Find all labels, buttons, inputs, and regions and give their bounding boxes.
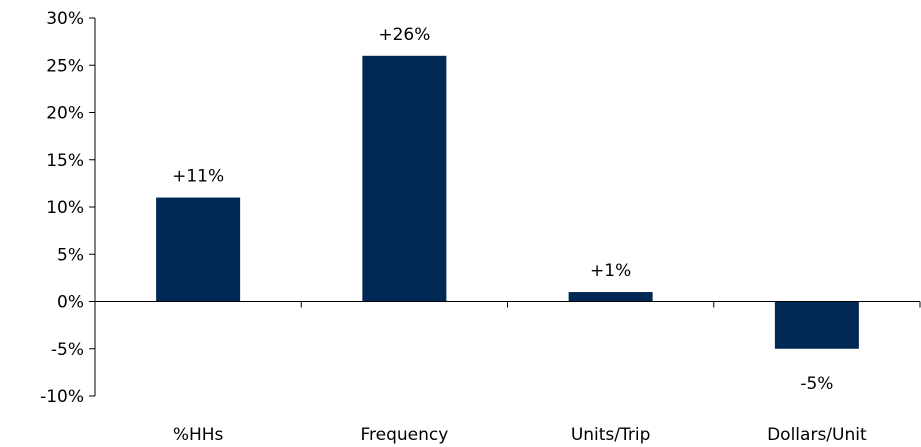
x-category-label: %HHs <box>173 425 224 445</box>
data-label: -5% <box>800 374 833 394</box>
y-tick-label: 0% <box>57 293 84 313</box>
bars <box>156 55 859 349</box>
data-label: +11% <box>172 167 224 187</box>
bar-units-trip <box>568 292 653 302</box>
x-category-label: Frequency <box>360 425 448 445</box>
y-axis: -10% -5% 0% 5% 10% 15% 20% 25% 30% <box>40 9 96 407</box>
bar-frequency <box>362 55 447 302</box>
y-tick-label: 15% <box>46 151 84 171</box>
bar-dollars-unit <box>774 301 859 349</box>
data-labels: +11% +26% +1% -5% <box>172 25 833 394</box>
data-label: +1% <box>590 261 631 281</box>
y-tick-label: 5% <box>57 245 84 265</box>
bar--hhs <box>156 197 241 302</box>
x-category-label: Dollars/Unit <box>767 425 867 445</box>
x-category-label: Units/Trip <box>571 425 651 445</box>
y-tick-label: 20% <box>46 104 84 124</box>
y-tick-label: 25% <box>46 56 84 76</box>
y-tick-label: 10% <box>46 198 84 218</box>
y-tick-label: 30% <box>46 9 84 29</box>
data-label: +26% <box>378 25 430 45</box>
y-tick-label: -5% <box>51 340 84 360</box>
y-tick-label: -10% <box>40 387 84 407</box>
x-axis: %HHs Frequency Units/Trip Dollars/Unit <box>95 301 921 445</box>
